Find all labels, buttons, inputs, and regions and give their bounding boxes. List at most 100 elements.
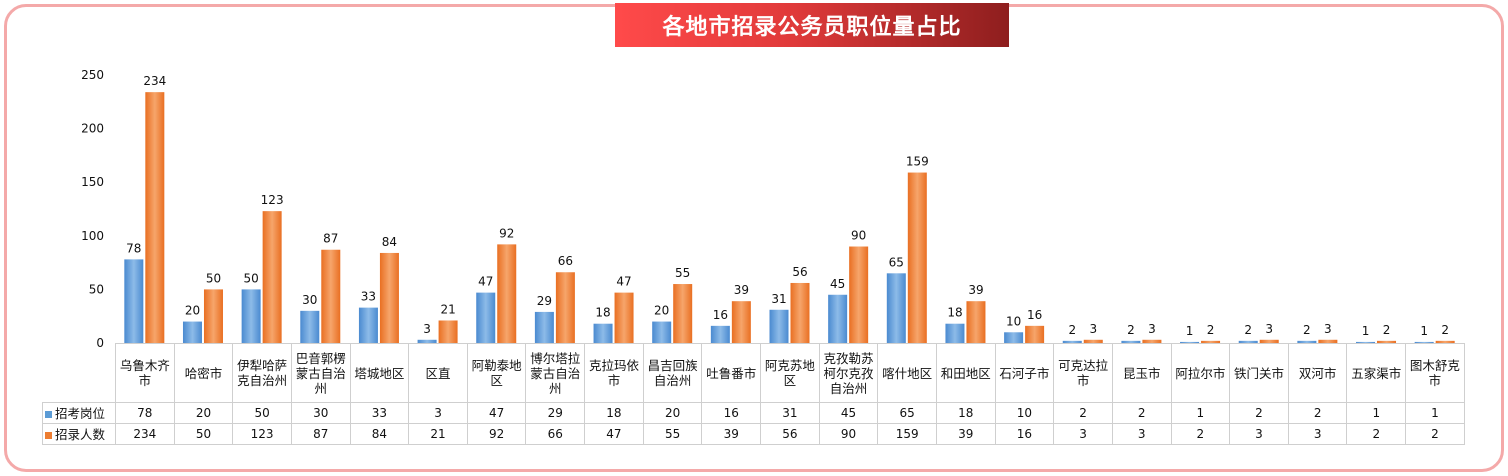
data-table: 乌鲁木齐市 哈密市 伊犁哈萨克自治州 巴音郭楞蒙古自治州 塔城地区 区直 阿勒泰地区 博尔塔拉… xyxy=(42,343,1465,445)
category-label: 克拉玛依市 xyxy=(584,343,644,403)
data-label: 3 xyxy=(423,322,431,336)
table-cell: 21 xyxy=(408,423,468,445)
table-cell: 39 xyxy=(701,423,762,445)
data-label: 66 xyxy=(558,254,573,268)
bar-positions-21 xyxy=(1356,341,1376,343)
table-cell: 1 xyxy=(1405,402,1465,424)
bar-hires-12 xyxy=(849,246,869,343)
data-label: 159 xyxy=(906,155,929,169)
data-label: 87 xyxy=(323,232,338,246)
bar-positions-11 xyxy=(769,309,789,343)
bar-hires-2 xyxy=(262,211,282,343)
data-label: 1 xyxy=(1362,324,1370,338)
category-label: 石河子市 xyxy=(994,343,1055,403)
table-cell: 18 xyxy=(935,402,996,424)
table-cell: 3 xyxy=(1053,423,1113,445)
table-cell: 2 xyxy=(1229,402,1289,424)
data-label: 29 xyxy=(537,294,552,308)
table-cell: 87 xyxy=(290,423,351,445)
category-label: 乌鲁木齐市 xyxy=(115,343,175,403)
table-cell: 78 xyxy=(115,402,175,424)
data-label: 39 xyxy=(734,283,749,297)
series-name: 招考岗位 xyxy=(55,405,106,421)
bar-hires-18 xyxy=(1201,340,1221,343)
data-label: 50 xyxy=(243,271,258,285)
bar-positions-18 xyxy=(1180,341,1200,343)
bar-hires-0 xyxy=(145,92,165,343)
legend-entry: 招考岗位 xyxy=(42,402,116,424)
bar-hires-4 xyxy=(379,252,399,343)
table-cell: 123 xyxy=(232,423,292,445)
bar-positions-5 xyxy=(417,339,437,343)
table-cell: 2 xyxy=(1405,423,1465,445)
data-label: 18 xyxy=(595,306,610,320)
category-label: 博尔塔拉蒙古自治州 xyxy=(525,343,586,403)
data-label: 2 xyxy=(1207,323,1215,337)
category-label: 昌吉回族自治州 xyxy=(642,343,703,403)
data-label: 123 xyxy=(261,193,284,207)
data-label: 20 xyxy=(654,304,669,318)
table-cell: 2 xyxy=(1346,423,1407,445)
category-label: 铁门关市 xyxy=(1229,343,1289,403)
bar-hires-22 xyxy=(1435,340,1455,343)
data-label: 21 xyxy=(440,302,455,316)
table-cell: 66 xyxy=(525,423,586,445)
data-label: 2 xyxy=(1244,323,1252,337)
category-label: 阿克苏地区 xyxy=(760,343,820,403)
table-cell: 1 xyxy=(1170,402,1231,424)
data-label: 84 xyxy=(382,235,397,249)
table-cell: 56 xyxy=(760,423,820,445)
table-cell: 47 xyxy=(466,402,527,424)
data-label: 18 xyxy=(947,306,962,320)
legend-swatch xyxy=(45,410,52,418)
table-cell: 1 xyxy=(1346,402,1407,424)
category-label: 五家渠市 xyxy=(1346,343,1407,403)
y-tick-label: 50 xyxy=(89,282,104,296)
table-cell: 159 xyxy=(877,423,937,445)
series-name: 招录人数 xyxy=(55,426,106,442)
table-row: 招录人数 234 50 123 87 84 21 92 66 47 55 39 56 90 159 39 16 3… xyxy=(42,423,1465,445)
y-tick-label: 200 xyxy=(81,122,104,136)
bar-positions-14 xyxy=(945,323,965,343)
data-label: 16 xyxy=(1027,308,1042,322)
data-label: 2 xyxy=(1383,323,1391,337)
category-label: 区直 xyxy=(408,343,468,403)
bar-positions-10 xyxy=(710,325,730,343)
category-label: 喀什地区 xyxy=(877,343,937,403)
category-label: 吐鲁番市 xyxy=(701,343,762,403)
category-label: 哈密市 xyxy=(173,343,234,403)
table-cell: 65 xyxy=(877,402,937,424)
data-label: 45 xyxy=(830,277,845,291)
bar-hires-5 xyxy=(438,320,458,343)
data-label: 2 xyxy=(1127,323,1135,337)
data-label: 33 xyxy=(361,290,376,304)
category-label: 阿拉尔市 xyxy=(1170,343,1231,403)
bar-hires-7 xyxy=(555,272,575,343)
category-label: 巴音郭楞蒙古自治州 xyxy=(290,343,351,403)
table-cell: 16 xyxy=(994,423,1055,445)
bar-positions-19 xyxy=(1238,340,1258,343)
table-cell: 2 xyxy=(1111,402,1172,424)
bar-hires-14 xyxy=(966,301,986,343)
data-label: 78 xyxy=(126,241,141,255)
bar-positions-12 xyxy=(828,294,848,343)
table-cell: 90 xyxy=(818,423,879,445)
y-tick-label: 100 xyxy=(81,229,104,243)
y-tick-label: 250 xyxy=(81,68,104,82)
bar-positions-9 xyxy=(652,321,672,343)
table-cell: 30 xyxy=(290,402,351,424)
data-label: 3 xyxy=(1265,322,1273,336)
data-label: 30 xyxy=(302,293,317,307)
table-cell: 33 xyxy=(349,402,410,424)
category-label: 可克达拉市 xyxy=(1053,343,1113,403)
table-cell: 50 xyxy=(173,423,234,445)
table-cell: 31 xyxy=(760,402,820,424)
table-cell: 20 xyxy=(173,402,234,424)
table-cell: 2 xyxy=(1170,423,1231,445)
data-label: 3 xyxy=(1324,322,1332,336)
data-label: 16 xyxy=(713,308,728,322)
data-label: 2 xyxy=(1068,323,1076,337)
data-label: 10 xyxy=(1006,314,1021,328)
bar-positions-17 xyxy=(1121,340,1141,343)
bar-positions-13 xyxy=(886,273,906,343)
